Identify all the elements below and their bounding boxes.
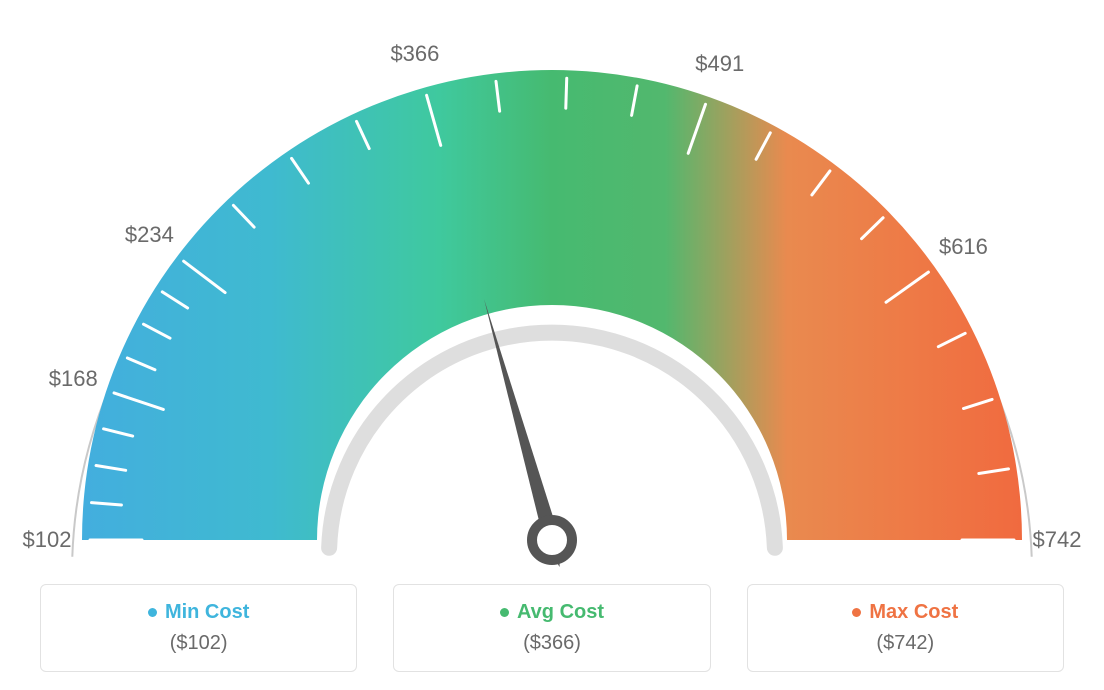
gauge-tick-label: $616 [939, 234, 988, 260]
legend-title: Max Cost [852, 601, 958, 624]
legend-value: ($742) [876, 632, 934, 655]
legend-value: ($366) [523, 632, 581, 655]
legend-title-text: Avg Cost [517, 601, 604, 624]
legend-title-text: Min Cost [165, 601, 249, 624]
legend-title-text: Max Cost [869, 601, 958, 624]
gauge-svg [0, 10, 1104, 570]
legend-row: Min Cost ($102) Avg Cost ($366) Max Cost ($74… [0, 584, 1104, 672]
gauge-tick-label: $742 [1033, 527, 1082, 553]
legend-card-avg: Avg Cost ($366) [393, 584, 710, 672]
gauge-tick-label: $102 [23, 527, 72, 553]
legend-dot-icon [148, 608, 157, 617]
gauge-tick-label: $491 [695, 51, 744, 77]
gauge-tick-label: $234 [125, 222, 174, 248]
legend-card-max: Max Cost ($742) [747, 584, 1064, 672]
legend-card-min: Min Cost ($102) [40, 584, 357, 672]
legend-title: Min Cost [148, 601, 249, 624]
gauge-tick-label: $168 [49, 366, 98, 392]
legend-title: Avg Cost [500, 601, 604, 624]
legend-dot-icon [500, 608, 509, 617]
legend-value: ($102) [170, 632, 228, 655]
legend-dot-icon [852, 608, 861, 617]
gauge-tick-label: $366 [390, 41, 439, 67]
gauge-chart: $102 $168 $234 $366 $491 $616 $742 [0, 0, 1104, 560]
